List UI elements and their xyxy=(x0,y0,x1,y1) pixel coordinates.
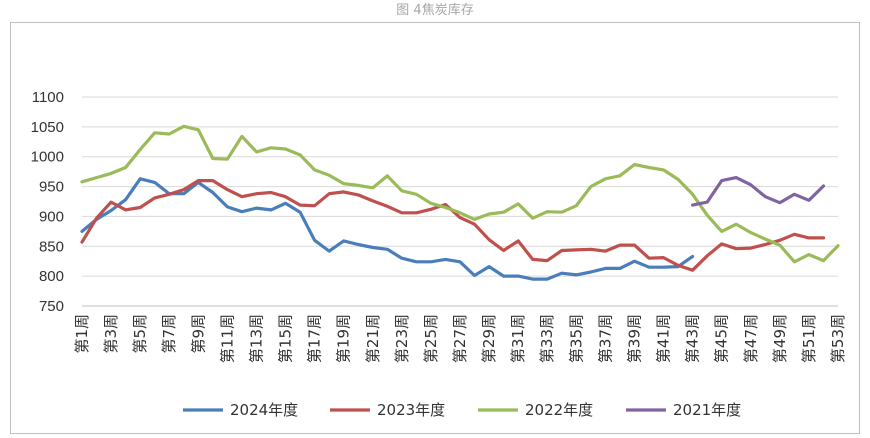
series-line-2024 xyxy=(80,177,695,281)
x-tick-label: 第7周 xyxy=(160,314,178,354)
gridlines xyxy=(82,96,838,307)
y-tick-label: 1050 xyxy=(31,119,64,136)
x-tick-label: 第11周 xyxy=(218,314,236,363)
x-tick-label: 第35周 xyxy=(567,314,585,363)
x-tick-label: 第19周 xyxy=(335,314,353,363)
x-tick-label: 第31周 xyxy=(509,314,527,363)
legend-label: 2022年度 xyxy=(525,401,593,419)
x-tick-label: 第15周 xyxy=(277,314,295,363)
x-tick-label: 第5周 xyxy=(131,314,149,354)
x-tick-label: 第23周 xyxy=(393,314,411,363)
x-tick-label: 第53周 xyxy=(829,314,847,363)
x-tick-label: 第17周 xyxy=(306,314,324,363)
series-line-2021 xyxy=(690,176,826,207)
x-tick-label: 第43周 xyxy=(684,314,702,363)
figure-title: 图 4焦炭库存 xyxy=(396,3,474,18)
y-tick-label: 750 xyxy=(39,298,64,315)
x-tick-label: 第33周 xyxy=(538,314,556,363)
y-tick-label: 1100 xyxy=(32,89,64,106)
x-tick-label: 第25周 xyxy=(422,314,440,363)
x-tick-label: 第49周 xyxy=(771,314,789,363)
y-tick-label: 800 xyxy=(39,268,64,285)
x-tick-label: 第45周 xyxy=(713,314,731,363)
x-tick-label: 第39周 xyxy=(625,314,643,363)
x-tick-label: 第37周 xyxy=(596,314,614,363)
series-lines xyxy=(80,124,840,281)
legend-item-2023: 2023年度 xyxy=(330,401,445,419)
x-tick-label: 第27周 xyxy=(451,314,469,363)
x-tick-label: 第41周 xyxy=(655,314,673,363)
series-line-2022 xyxy=(80,124,840,264)
x-tick-label: 第47周 xyxy=(742,314,760,363)
y-tick-label: 950 xyxy=(39,179,64,196)
legend-label: 2023年度 xyxy=(377,401,445,419)
x-tick-label: 第29周 xyxy=(480,314,498,363)
y-tick-label: 900 xyxy=(39,208,64,225)
y-axis-ticks: 750 800 850 900 950 1000 1050 1100 xyxy=(31,89,64,315)
x-tick-label: 第13周 xyxy=(247,314,265,363)
x-tick-label: 第51周 xyxy=(800,314,818,363)
x-tick-label: 第21周 xyxy=(364,314,382,363)
x-tick-label: 第1周 xyxy=(73,314,91,354)
y-tick-label: 1000 xyxy=(31,149,64,166)
x-tick-label: 第3周 xyxy=(102,314,120,354)
x-axis-ticks: 第1周 第3周 第5周 第7周 第9周 第11周 第13周 第15周 第17周 第19周 第21周第… xyxy=(73,314,847,363)
chart-frame xyxy=(10,22,860,434)
legend-label: 2024年度 xyxy=(230,401,298,419)
legend: 2024年度 2023年度 2022年度 2021年度 xyxy=(183,401,741,419)
y-tick-label: 850 xyxy=(39,238,64,255)
legend-item-2024: 2024年度 xyxy=(183,401,298,419)
x-tick-label: 第9周 xyxy=(189,314,207,354)
legend-label: 2021年度 xyxy=(673,401,741,419)
legend-item-2021: 2021年度 xyxy=(626,401,741,419)
legend-item-2022: 2022年度 xyxy=(478,401,593,419)
